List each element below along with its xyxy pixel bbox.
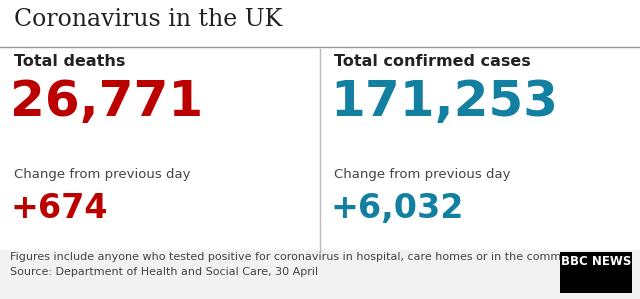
Text: Coronavirus in the UK: Coronavirus in the UK [14, 8, 282, 31]
Text: +6,032: +6,032 [330, 192, 463, 225]
Text: Total deaths: Total deaths [14, 54, 125, 69]
Text: +674: +674 [10, 192, 108, 225]
Text: 26,771: 26,771 [10, 78, 204, 126]
Text: Figures include anyone who tested positive for coronavirus in hospital, care hom: Figures include anyone who tested positi… [10, 252, 589, 262]
Text: 171,253: 171,253 [330, 78, 558, 126]
Text: Change from previous day: Change from previous day [334, 168, 511, 181]
Text: Total confirmed cases: Total confirmed cases [334, 54, 531, 69]
Text: Change from previous day: Change from previous day [14, 168, 191, 181]
Text: Source: Department of Health and Social Care, 30 April: Source: Department of Health and Social … [10, 267, 318, 277]
Text: BBC NEWS: BBC NEWS [561, 255, 631, 268]
